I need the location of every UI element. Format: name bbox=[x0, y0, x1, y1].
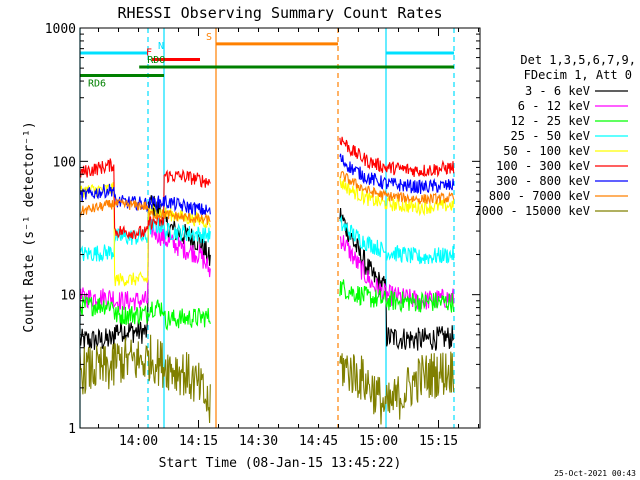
y-tick-label: 1000 bbox=[45, 22, 76, 37]
legend-header-1: Det 1,3,5,6,7,9, bbox=[520, 53, 636, 67]
legend-label-2: 12 - 25 keV bbox=[511, 114, 590, 128]
plot-frame bbox=[79, 27, 481, 429]
legend-label-1: 6 - 12 keV bbox=[518, 99, 590, 113]
chart-title: RHESSI Observing Summary Count Rates bbox=[117, 4, 442, 22]
legend-label-4: 50 - 100 keV bbox=[503, 144, 590, 158]
series-line-2-1 bbox=[339, 279, 455, 313]
x-tick-label: 15:15 bbox=[419, 434, 458, 449]
y-axis-label: Count Rate (s⁻¹ detector⁻¹) bbox=[22, 121, 37, 332]
series-line-5-1 bbox=[339, 136, 455, 178]
series-line-2-0 bbox=[79, 295, 211, 331]
y-tick-label: 10 bbox=[60, 289, 76, 304]
series-line-3-1 bbox=[339, 214, 455, 265]
series-line-6-0 bbox=[79, 183, 211, 216]
footer-date: 25-Oct-2021 00:43 bbox=[554, 469, 636, 478]
x-tick-label: 14:45 bbox=[299, 434, 338, 449]
flag-label-rd6: RD6 bbox=[88, 79, 106, 90]
series-line-5-0 bbox=[79, 158, 211, 240]
flag-label-f: F bbox=[146, 48, 152, 59]
series-line-8-1 bbox=[339, 351, 455, 425]
legend-label-0: 3 - 6 keV bbox=[525, 84, 590, 98]
series-line-3-0 bbox=[79, 217, 211, 263]
legend-label-5: 100 - 300 keV bbox=[496, 159, 590, 173]
legend-label-3: 25 - 50 keV bbox=[511, 129, 590, 143]
y-tick-label: 100 bbox=[53, 155, 76, 170]
data-layer: NF S RDO RD6 bbox=[79, 28, 455, 428]
legend-label-6: 300 - 800 keV bbox=[496, 174, 590, 188]
legend-header-2: FDecim 1, Att 0 bbox=[524, 68, 632, 82]
series-line-0-0 bbox=[79, 195, 211, 350]
series-line-4-0 bbox=[79, 182, 211, 287]
series-line-1-0 bbox=[79, 218, 211, 312]
series-line-4-1 bbox=[339, 176, 455, 217]
x-tick-label: 14:15 bbox=[179, 434, 218, 449]
flag-label-rdo: RDO bbox=[147, 55, 165, 66]
x-tick-label: 14:00 bbox=[119, 434, 158, 449]
series-line-7-0 bbox=[79, 198, 211, 226]
series-line-8-0 bbox=[79, 334, 211, 424]
series-line-0-1 bbox=[339, 207, 455, 351]
flag-label-n: N bbox=[158, 41, 164, 52]
y-tick-label: 1 bbox=[68, 422, 76, 437]
flag-label-s: S bbox=[206, 32, 212, 43]
x-tick-label: 14:30 bbox=[239, 434, 278, 449]
legend: Det 1,3,5,6,7,9, FDecim 1, Att 0 3 - 6 k… bbox=[474, 53, 636, 218]
series-line-6-1 bbox=[339, 153, 455, 195]
series-line-7-1 bbox=[339, 170, 455, 205]
axes-layer: 1 10 100 1000 14:00 14:15 14:30 14:45 15:00 15:15 bbox=[45, 22, 481, 449]
legend-label-7: 800 - 7000 keV bbox=[489, 189, 590, 203]
x-tick-label: 15:00 bbox=[359, 434, 398, 449]
x-axis-label: Start Time (08-Jan-15 13:45:22) bbox=[159, 456, 402, 471]
legend-label-8: 7000 - 15000 keV bbox=[474, 204, 590, 218]
